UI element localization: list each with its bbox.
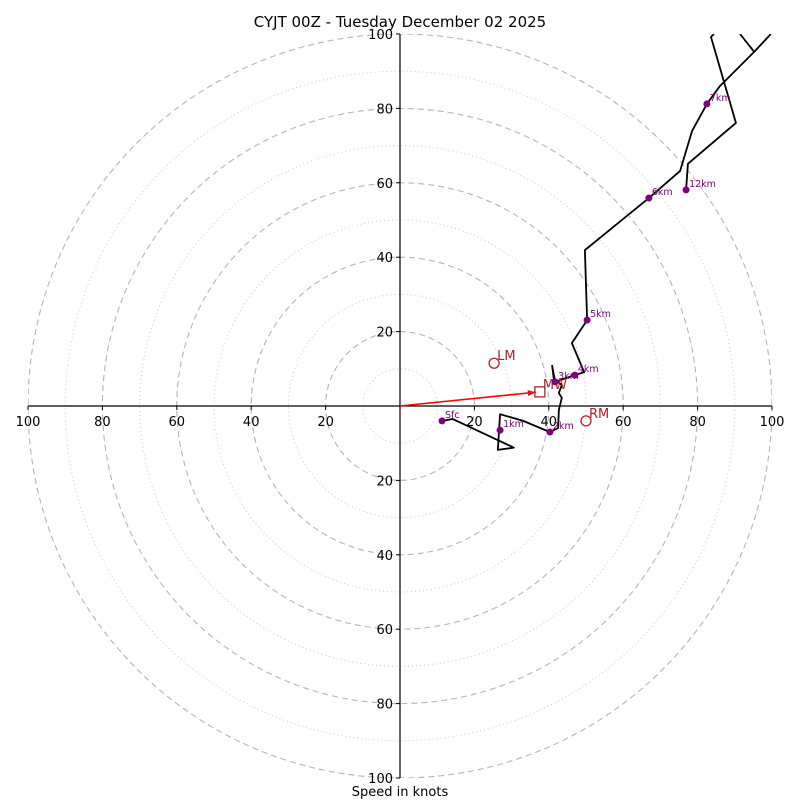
axes: 100 80 60 40 20 20 40 60 80 100 100 80 60 40 20 20 40 60 8… <box>16 28 785 787</box>
x-tick-label: 100 <box>16 415 41 430</box>
height-marker-5km <box>583 316 591 324</box>
height-label-12km: 12km <box>689 179 716 190</box>
height-label-sfc: Sfc <box>445 410 460 421</box>
y-tick-label: 20 <box>376 326 393 341</box>
y-tick-label: 100 <box>368 772 393 787</box>
x-tick-label: 80 <box>689 415 706 430</box>
height-marker-2km <box>546 428 554 436</box>
mean-wind-arrow-shaft <box>399 391 536 407</box>
y-tick-label: 100 <box>368 28 393 43</box>
trace-wind-profile <box>441 34 772 451</box>
y-tick-label: 60 <box>376 177 393 192</box>
storm-label-rm: RM <box>589 407 609 422</box>
height-label-3km: 3km <box>558 371 579 382</box>
storm-marker-lm <box>488 357 500 369</box>
trace-wind-profile-upper-return <box>685 34 737 190</box>
trace-wind-profile-upper-branch <box>739 34 755 53</box>
height-label-5km: 5km <box>590 309 611 320</box>
chart-title: CYJT 00Z - Tuesday December 02 2025 <box>254 13 546 31</box>
x-tick-label: 100 <box>760 415 785 430</box>
height-label-7km: 7km <box>710 93 731 104</box>
height-marker-sfc <box>438 417 446 425</box>
height-marker-4km <box>571 371 579 379</box>
x-tick-label: 60 <box>615 415 632 430</box>
y-tick-label: 60 <box>376 623 393 638</box>
x-tick-label: 20 <box>466 415 483 430</box>
height-marker-6km <box>645 194 653 202</box>
height-label-1km: 1km <box>503 419 524 430</box>
storm-label-lm: LM <box>497 349 515 364</box>
height-marker-12km <box>682 186 690 194</box>
storm-marker-rm <box>580 415 592 427</box>
x-tick-label: 40 <box>541 415 558 430</box>
height-label-6km: 6km <box>652 187 673 198</box>
x-tick-label: 60 <box>169 415 186 430</box>
storm-motion-markers: LM RM MW <box>488 349 609 427</box>
mean-wind-arrow-head <box>527 390 536 397</box>
hodograph-traces <box>441 34 772 451</box>
x-tick-label: 80 <box>94 415 111 430</box>
storm-label-mw: MW <box>543 378 567 393</box>
height-marker-7km <box>703 100 711 108</box>
y-tick-label: 40 <box>376 549 393 564</box>
height-label-4km: 4km <box>578 364 599 375</box>
height-marker-1km <box>496 426 504 434</box>
y-tick-label: 80 <box>376 698 393 713</box>
height-marker-3km <box>551 378 559 386</box>
mean-wind-vector <box>399 390 536 407</box>
x-axis-label: Speed in knots <box>352 785 449 800</box>
y-tick-label: 40 <box>376 251 393 266</box>
y-tick-label: 80 <box>376 102 393 117</box>
y-tick-label: 20 <box>376 474 393 489</box>
storm-marker-mw <box>534 386 546 398</box>
x-tick-label: 40 <box>243 415 260 430</box>
height-label-2km: 2km <box>553 421 574 432</box>
x-tick-label: 20 <box>317 415 334 430</box>
